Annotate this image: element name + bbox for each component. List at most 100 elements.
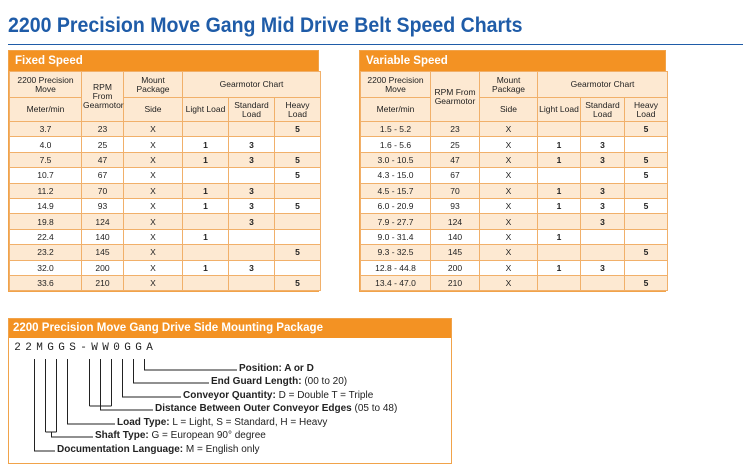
table-cell: X	[479, 167, 538, 184]
code-char: G	[47, 342, 54, 354]
table-cell: 140	[430, 228, 480, 246]
table-cell: 70	[81, 182, 124, 199]
table-cell: 145	[81, 244, 124, 261]
col-side: Side	[123, 97, 183, 122]
col-mount-package: Mount Package	[479, 71, 538, 98]
table-cell: 1	[182, 259, 229, 276]
table-cell: X	[123, 197, 183, 215]
table-row: 22.4 140 X 1	[9, 228, 322, 246]
table-cell: 3	[580, 197, 625, 215]
table-cell	[182, 213, 229, 230]
table-cell	[580, 244, 625, 261]
col-mount-package: Mount Package	[123, 71, 183, 98]
code-char: -	[80, 342, 87, 354]
table-row: 7.5 47 X 1 3 5	[9, 151, 322, 169]
col-precision-move: 2200 Precision Move	[9, 71, 82, 98]
table-cell: 3	[228, 259, 275, 276]
table-row: 1.5 - 5.2 23 X 5	[360, 120, 669, 138]
table-cell: 1	[537, 151, 581, 169]
table-row: 9.0 - 31.4 140 X 1	[360, 228, 669, 246]
col-gearmotor-chart: Gearmotor Chart	[181, 71, 322, 98]
table-cell: X	[123, 120, 183, 138]
table-row: 10.7 67 X 5	[9, 167, 322, 184]
table-cell: 1	[537, 136, 581, 153]
table-cell: 5	[273, 197, 322, 215]
table-cell: 9.3 - 32.5	[360, 244, 431, 261]
table-row: 4.3 - 15.0 67 X 5	[360, 167, 669, 184]
table-cell	[537, 244, 581, 261]
code-char: G	[124, 342, 131, 354]
table-cell	[623, 136, 669, 153]
table-cell: X	[123, 167, 183, 184]
variable-speed-table: Variable Speed 2200 Precision Move RPM F…	[359, 50, 669, 293]
table-cell: X	[479, 213, 538, 230]
table-cell: 5	[623, 244, 669, 261]
table-cell	[273, 182, 322, 199]
label-documentation-language: Documentation Language: M = English only	[57, 444, 260, 455]
table-cell	[623, 182, 669, 199]
label-load-type: Load Type: L = Light, S = Standard, H = …	[117, 417, 328, 428]
table-cell: 1	[182, 228, 229, 246]
mounting-package-box: 2200 Precision Move Gang Drive Side Moun…	[8, 318, 452, 464]
page-title: 2200 Precision Move Gang Mid Drive Belt …	[8, 14, 523, 37]
table-cell: 200	[81, 259, 124, 276]
table-cell: 210	[81, 274, 124, 292]
label-distance: Distance Between Outer Conveyor Edges (0…	[155, 403, 398, 414]
fixed-speed-heading: Fixed Speed	[9, 51, 318, 71]
table-row: 3.0 - 10.5 47 X 1 3 5	[360, 151, 669, 169]
table-cell: 3	[580, 151, 625, 169]
table-cell	[273, 136, 322, 153]
table-cell: 3	[228, 151, 275, 169]
table-cell: 25	[81, 136, 124, 153]
table-cell: 32.0	[9, 259, 82, 276]
table-cell: 19.8	[9, 213, 82, 230]
col-standard-load: Standard Load	[228, 97, 275, 122]
table-cell: X	[479, 120, 538, 138]
table-cell: 1	[182, 182, 229, 199]
code-char: W	[102, 342, 109, 354]
table-cell: 5	[273, 120, 322, 138]
table-cell: 1	[182, 151, 229, 169]
table-cell: X	[479, 244, 538, 261]
label-position: Position: A or D	[239, 363, 314, 374]
table-cell: X	[479, 136, 538, 153]
table-cell: 70	[430, 182, 480, 199]
table-cell: X	[123, 259, 183, 276]
table-cell: X	[479, 228, 538, 246]
label-end-guard: End Guard Length: (00 to 20)	[211, 376, 348, 387]
fixed-speed-grid: 2200 Precision Move RPM From Gearmotor M…	[9, 71, 322, 292]
label-conveyor-quantity: Conveyor Quantity: D = Double T = Triple	[183, 390, 374, 401]
col-heavy-load: Heavy Load	[273, 97, 322, 122]
col-precision-move: 2200 Precision Move	[360, 71, 431, 98]
col-meter-min: Meter/min	[9, 97, 82, 122]
table-cell: 23	[430, 120, 480, 138]
table-cell: 1	[537, 197, 581, 215]
table-row: 33.6 210 X 5	[9, 274, 322, 292]
table-cell: X	[479, 274, 538, 292]
table-cell: 13.4 - 47.0	[360, 274, 431, 292]
table-cell: X	[479, 259, 538, 276]
table-cell: 47	[430, 151, 480, 169]
table-row: 4.0 25 X 1 3	[9, 136, 322, 153]
table-cell: 22.4	[9, 228, 82, 246]
table-cell: X	[479, 182, 538, 199]
table-cell: 67	[430, 167, 480, 184]
table-cell: 3.7	[9, 120, 82, 138]
col-meter-min: Meter/min	[360, 97, 431, 122]
table-cell: 9.0 - 31.4	[360, 228, 431, 246]
code-char: W	[91, 342, 98, 354]
table-cell: 3	[580, 259, 625, 276]
table-row: 11.2 70 X 1 3	[9, 182, 322, 199]
code-char: M	[36, 342, 43, 354]
table-cell: X	[123, 244, 183, 261]
table-row: 3.7 23 X 5	[9, 120, 322, 138]
table-cell: 5	[623, 151, 669, 169]
table-cell: 5	[273, 244, 322, 261]
table-cell: 200	[430, 259, 480, 276]
col-rpm: RPM From Gearmotor	[430, 71, 480, 122]
table-cell: 145	[430, 244, 480, 261]
table-cell: X	[123, 213, 183, 230]
table-cell	[228, 274, 275, 292]
code-char: 0	[113, 342, 120, 354]
table-cell: 124	[430, 213, 480, 230]
